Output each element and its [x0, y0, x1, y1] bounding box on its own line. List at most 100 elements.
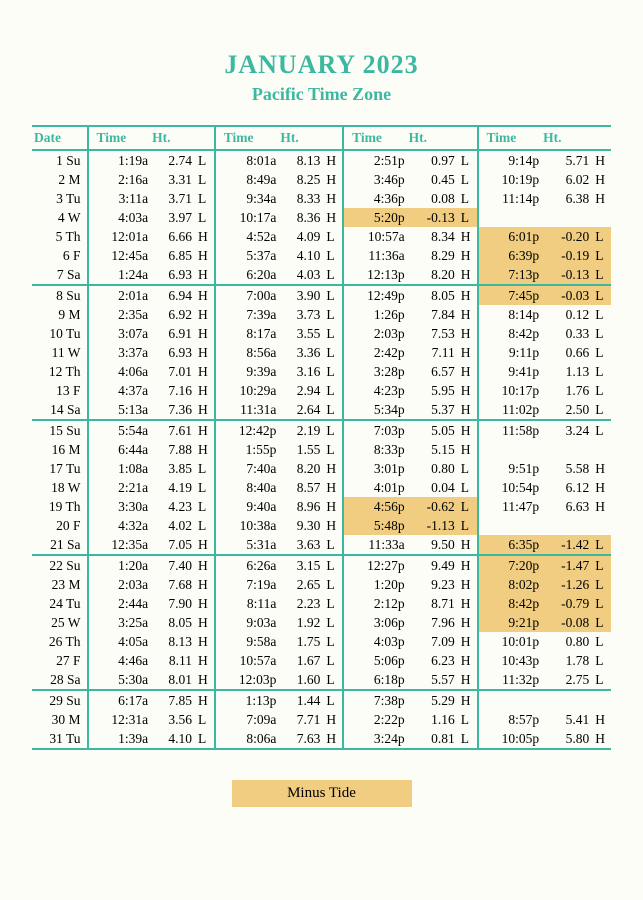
date-cell: 16 M	[32, 440, 88, 459]
date-cell: 1 Su	[32, 150, 88, 170]
height-cell: 3.73	[278, 305, 324, 324]
height-cell: -0.19	[541, 246, 593, 265]
date-cell: 9 M	[32, 305, 88, 324]
time-cell: 10:19p	[478, 170, 542, 189]
height-cell: 7.68	[150, 575, 196, 594]
time-cell: 3:28p	[343, 362, 407, 381]
hl-cell: L	[324, 613, 343, 632]
table-row: 12 Th4:06a7.01H9:39a3.16L3:28p6.57H9:41p…	[32, 362, 611, 381]
time-cell: 4:32a	[88, 516, 151, 535]
hl-cell: H	[459, 632, 478, 651]
hl-cell: H	[196, 555, 215, 575]
time-cell: 9:03a	[215, 613, 279, 632]
date-cell: 28 Sa	[32, 670, 88, 690]
time-cell	[478, 440, 542, 459]
height-cell: 9.30	[278, 516, 324, 535]
time-cell: 4:03a	[88, 208, 151, 227]
hl-cell: H	[459, 227, 478, 246]
hl-cell: L	[324, 285, 343, 305]
table-row: 3 Tu3:11a3.71L9:34a8.33H4:36p0.08L11:14p…	[32, 189, 611, 208]
time-cell: 8:42p	[478, 324, 542, 343]
time-cell: 11:32p	[478, 670, 542, 690]
hl-cell: L	[459, 459, 478, 478]
hl-cell: L	[324, 594, 343, 613]
time-cell: 3:46p	[343, 170, 407, 189]
hl-cell: H	[324, 208, 343, 227]
time-cell: 8:01a	[215, 150, 279, 170]
hl-cell: L	[324, 324, 343, 343]
height-cell: -0.08	[541, 613, 593, 632]
hl-cell: H	[196, 381, 215, 400]
hl-cell: L	[196, 710, 215, 729]
hl-cell: H	[459, 246, 478, 265]
height-cell: 8.36	[278, 208, 324, 227]
time-cell: 4:56p	[343, 497, 407, 516]
table-row: 31 Tu1:39a4.10L8:06a7.63H3:24p0.81L10:05…	[32, 729, 611, 749]
time-cell: 1:13p	[215, 690, 279, 710]
time-cell: 5:31a	[215, 535, 279, 555]
table-row: 28 Sa5:30a8.01H12:03p1.60L6:18p5.57H11:3…	[32, 670, 611, 690]
height-cell: 1.75	[278, 632, 324, 651]
hl-cell: H	[324, 478, 343, 497]
table-row: 7 Sa1:24a6.93H6:20a4.03L12:13p8.20H7:13p…	[32, 265, 611, 285]
time-cell: 9:41p	[478, 362, 542, 381]
time-cell: 9:40a	[215, 497, 279, 516]
height-cell: 5.29	[407, 690, 459, 710]
time-cell: 11:33a	[343, 535, 407, 555]
hl-cell: L	[459, 497, 478, 516]
time-cell: 8:06a	[215, 729, 279, 749]
time-cell: 8:56a	[215, 343, 279, 362]
height-cell: 7.63	[278, 729, 324, 749]
table-row: 24 Tu2:44a7.90H8:11a2.23L2:12p8.71H8:42p…	[32, 594, 611, 613]
time-cell: 5:13a	[88, 400, 151, 420]
hl-cell: L	[593, 400, 611, 420]
height-cell: 8.05	[407, 285, 459, 305]
height-cell: 2.75	[541, 670, 593, 690]
hl-cell: L	[196, 208, 215, 227]
height-cell: 8.01	[150, 670, 196, 690]
time-cell: 4:06a	[88, 362, 151, 381]
hl-cell: H	[324, 710, 343, 729]
height-cell: 8.33	[278, 189, 324, 208]
height-cell: 0.80	[541, 632, 593, 651]
hl-cell: L	[459, 150, 478, 170]
header-ht-1: Ht.	[150, 126, 196, 150]
hl-cell: L	[324, 265, 343, 285]
date-cell: 20 F	[32, 516, 88, 535]
height-cell: 4.09	[278, 227, 324, 246]
time-cell: 5:30a	[88, 670, 151, 690]
hl-cell: H	[459, 670, 478, 690]
time-cell: 2:51p	[343, 150, 407, 170]
time-cell: 10:54p	[478, 478, 542, 497]
time-cell	[478, 208, 542, 227]
height-cell: 2.65	[278, 575, 324, 594]
hl-cell: H	[593, 710, 611, 729]
hl-cell: H	[459, 575, 478, 594]
time-cell: 9:11p	[478, 343, 542, 362]
date-cell: 7 Sa	[32, 265, 88, 285]
date-cell: 23 M	[32, 575, 88, 594]
hl-cell: H	[324, 459, 343, 478]
height-cell: 5.41	[541, 710, 593, 729]
height-cell: 6.23	[407, 651, 459, 670]
time-cell: 2:01a	[88, 285, 151, 305]
table-row: 4 W4:03a3.97L10:17a8.36H5:20p-0.13L	[32, 208, 611, 227]
height-cell: 3.36	[278, 343, 324, 362]
time-cell: 2:03p	[343, 324, 407, 343]
date-cell: 11 W	[32, 343, 88, 362]
time-cell: 6:39p	[478, 246, 542, 265]
time-cell: 4:03p	[343, 632, 407, 651]
hl-cell: H	[196, 362, 215, 381]
hl-cell: H	[459, 594, 478, 613]
time-cell: 8:49a	[215, 170, 279, 189]
hl-cell: H	[459, 613, 478, 632]
time-cell: 5:06p	[343, 651, 407, 670]
height-cell: 1.16	[407, 710, 459, 729]
height-cell: 8.20	[278, 459, 324, 478]
time-cell: 7:39a	[215, 305, 279, 324]
hl-cell: H	[196, 343, 215, 362]
hl-cell: L	[324, 400, 343, 420]
hl-cell: H	[459, 420, 478, 440]
hl-cell: H	[593, 459, 611, 478]
hl-cell: L	[196, 189, 215, 208]
